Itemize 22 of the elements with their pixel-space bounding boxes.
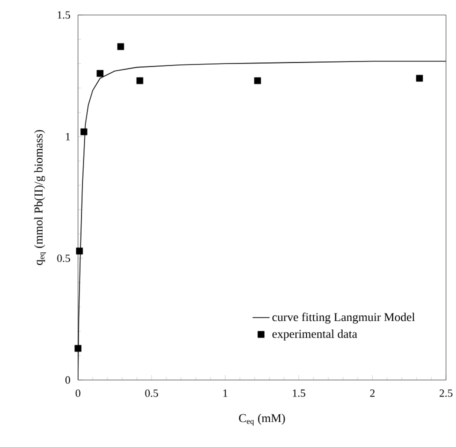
x-tick-label: 1.5 [292,390,306,397]
point [80,128,88,136]
x-tick-label: 2 [370,390,375,397]
x-axis-title: C$_{eq}$ (mM) [239,414,285,426]
x-tick-label: 0 [76,390,80,397]
point [76,248,83,254]
point [136,77,144,84]
y-tick-label: 1 [66,133,70,140]
x-tick-label: 1 [223,390,228,397]
point [416,74,423,82]
legend-label: curve fitting Langmuir Model [272,312,415,324]
legend-label: experimental data [272,330,358,340]
point [96,70,104,77]
y-tick-label: 0 [65,376,70,384]
x-tick-label: 2.5 [440,390,452,397]
point [254,77,261,84]
point [117,43,124,50]
y-tick-label: 0.5 [57,254,70,262]
y-axis-title: q$_{eq}$ (mmol Pb(II)/g biomass) [34,130,46,265]
y-tick-label: 1.5 [58,11,70,19]
x-tick-label: 0.5 [145,390,158,397]
point [74,344,82,352]
